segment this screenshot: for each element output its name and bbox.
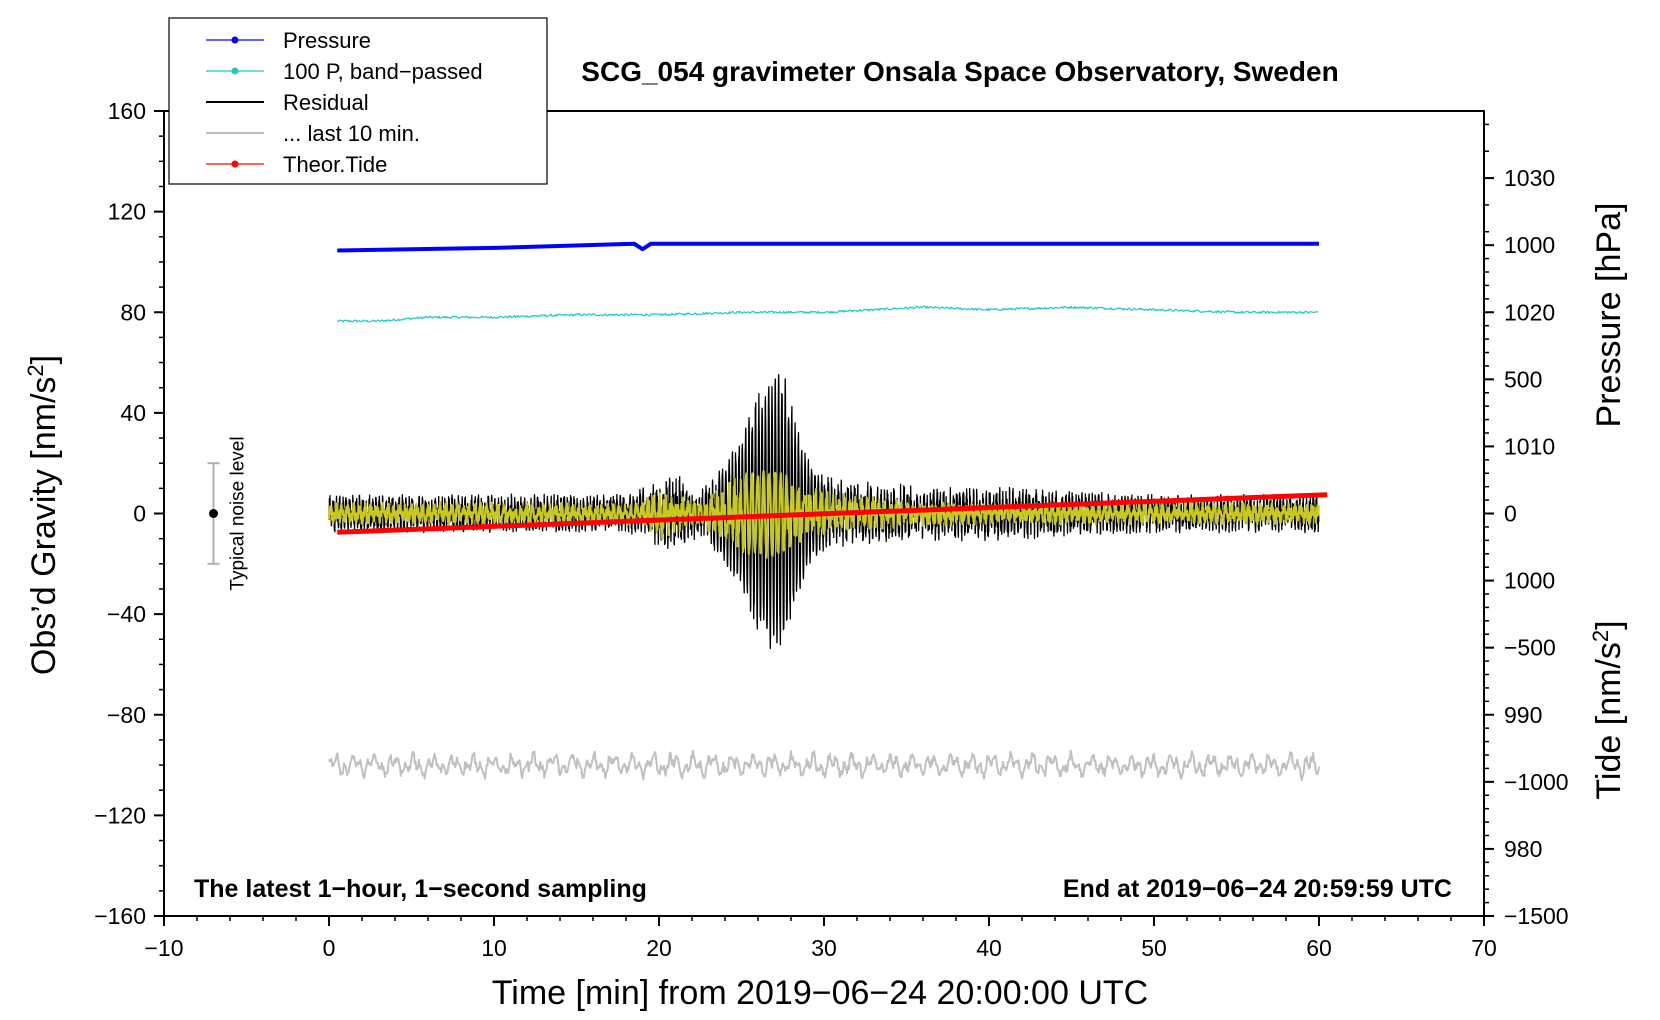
pressure-tick-label: 1010 (1504, 433, 1555, 459)
tide-tick-label: 1000 (1504, 232, 1555, 258)
x-tick-label: 40 (976, 935, 1002, 961)
y-axis-label: Obs’d Gravity [nm/s2] (23, 355, 64, 675)
y-tick-label: −40 (107, 601, 146, 627)
y-tick-label: −160 (94, 903, 146, 929)
chart-title: SCG_054 gravimeter Onsala Space Observat… (581, 56, 1338, 87)
x-tick-label: 60 (1306, 935, 1332, 961)
x-axis-label: Time [min] from 2019−06−24 20:00:00 UTC (492, 974, 1148, 1012)
pressure-tick-label: 990 (1504, 702, 1542, 728)
y-tick-label: 160 (108, 98, 146, 124)
y-tick-label: 40 (120, 400, 146, 426)
x-tick-label: 30 (811, 935, 837, 961)
x-tick-label: −10 (144, 935, 183, 961)
legend-marker (231, 36, 239, 44)
pressure-axis-label: Pressure [hPa] (1590, 203, 1628, 428)
y-tick-label: 0 (133, 501, 146, 527)
noise-level-label: Typical noise level (228, 436, 249, 590)
pressure-tick-label: 980 (1504, 836, 1542, 862)
pressure-line (337, 241, 1319, 253)
pressure-tick-label: 1000 (1504, 568, 1555, 594)
y-tick-label: −80 (107, 702, 146, 728)
legend-marker (231, 160, 239, 168)
x-tick-label: 0 (323, 935, 336, 961)
sampling-note: The latest 1−hour, 1−second sampling (194, 875, 647, 903)
legend-label: 100 P, band−passed (283, 59, 483, 84)
tide-tick-label: 0 (1504, 501, 1517, 527)
end-time-note: End at 2019−06−24 20:59:59 UTC (1063, 875, 1452, 903)
x-tick-label: 70 (1471, 935, 1497, 961)
bandpassed-pressure-line (336, 305, 1319, 323)
legend-label: Pressure (283, 28, 371, 53)
tide-tick-label: −1500 (1504, 903, 1569, 929)
legend-label: Residual (283, 90, 369, 115)
tide-tick-label: −500 (1504, 635, 1556, 661)
legend-marker (231, 67, 239, 75)
y-tick-label: 80 (120, 299, 146, 325)
last-10-min-line (328, 749, 1320, 781)
x-tick-label: 20 (646, 935, 672, 961)
noise-dot (209, 509, 218, 518)
pressure-tick-label: 1030 (1504, 165, 1555, 191)
tide-tick-label: −1000 (1504, 769, 1569, 795)
tide-axis-label: Tide [nm/s2] (1588, 620, 1629, 799)
legend-label: ... last 10 min. (283, 121, 420, 146)
residual-smoothed-line (327, 470, 1320, 559)
x-tick-label: 10 (481, 935, 507, 961)
noise-level-indicator: Typical noise level (207, 436, 249, 591)
legend-label: Theor.Tide (283, 152, 387, 177)
tide-line (337, 492, 1328, 535)
tide-tick-label: 500 (1504, 366, 1542, 392)
y-tick-label: 120 (108, 199, 146, 225)
x-tick-label: 50 (1141, 935, 1167, 961)
pressure-tick-label: 1020 (1504, 299, 1555, 325)
legend: Pressure 100 P, band−passed Residual ... la… (168, 17, 548, 185)
y-tick-label: −120 (94, 802, 146, 828)
